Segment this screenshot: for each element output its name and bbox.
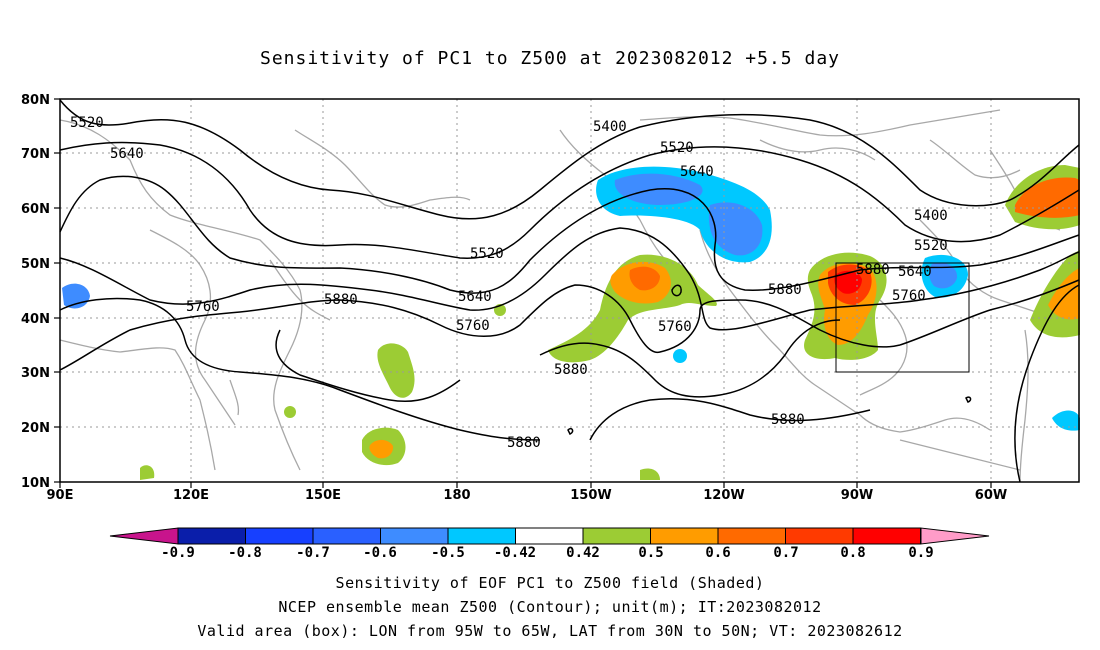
valid-area-box — [835, 262, 970, 373]
contour-label: 5640 — [898, 264, 932, 280]
colorbar-box — [717, 527, 786, 545]
colorbar-label: -0.5 — [431, 545, 465, 561]
map-frame-bg — [60, 99, 1079, 482]
contour-label: 5520 — [660, 140, 694, 156]
contour-label: 5880 — [771, 412, 805, 428]
contour-label: 5400 — [914, 208, 948, 224]
positive-area-south2 — [640, 468, 660, 480]
negative-core-west-canada — [708, 202, 763, 256]
y-tick-label: 60N — [21, 202, 50, 217]
x-tick-label: 90W — [841, 488, 873, 503]
x-tick-label: 150W — [570, 488, 611, 503]
x-tick-label: 120E — [173, 488, 209, 503]
caption-line-2: NCEP ensemble mean Z500 (Contour); unit(… — [278, 598, 822, 616]
colorbar-label: 0.9 — [908, 545, 933, 561]
colorbar-box — [177, 527, 246, 545]
contour-label: 5880 — [856, 262, 890, 278]
contour-label: 5880 — [768, 282, 802, 298]
colorbar-label: 0.6 — [705, 545, 730, 561]
tick-marks — [54, 98, 992, 488]
colorbar-box — [380, 527, 449, 545]
contour-label: 5760 — [186, 299, 220, 315]
caption-line-1: Sensitivity of EOF PC1 to Z500 field (Sh… — [335, 574, 765, 592]
x-tick-label: 150E — [305, 488, 341, 503]
y-tick-label: 10N — [21, 476, 50, 491]
colorbar-label: -0.9 — [161, 545, 195, 561]
positive-center-pacific — [629, 266, 660, 291]
colorbar-box — [650, 527, 719, 545]
map-frame-border — [59, 98, 1080, 483]
z500-contours — [59, 99, 1080, 483]
contour-label: 5640 — [680, 164, 714, 180]
negative-core-east — [929, 262, 958, 289]
colorbar-boxes — [177, 527, 921, 545]
x-tick-label: 90E — [47, 488, 74, 503]
colorbar-label: -0.8 — [228, 545, 262, 561]
colorbar-low-triangle — [109, 527, 179, 545]
contour-label: 5520 — [70, 115, 104, 131]
x-tick-label: 120W — [703, 488, 744, 503]
colorbar-label: -0.7 — [296, 545, 330, 561]
contour-labels: 5520 5640 5760 5880 5400 5520 5640 5520 … — [70, 115, 948, 451]
colorbar-box — [785, 527, 854, 545]
colorbar-label: -0.6 — [363, 545, 397, 561]
colorbar-high-triangle — [920, 527, 990, 545]
x-tick-label: 180 — [443, 488, 470, 503]
x-tick-label: 60W — [975, 488, 1007, 503]
positive-max-us — [834, 270, 862, 294]
positive-area-pacific — [548, 254, 717, 363]
contour-label: 5640 — [458, 289, 492, 305]
y-tick-labels: 10N 20N 30N 40N 50N 60N 70N 80N — [21, 93, 50, 491]
coastlines — [59, 109, 1061, 483]
positive-area-south3 — [140, 465, 155, 480]
grid — [60, 99, 1079, 482]
positive-area-hawaii — [377, 343, 415, 398]
colorbar-labels: -0.9 -0.8 -0.7 -0.6 -0.5 -0.42 0.42 0.5 … — [161, 545, 934, 561]
y-tick-label: 70N — [21, 147, 50, 162]
caption-line-3: Valid area (box): LON from 95W to 65W, L… — [197, 622, 903, 640]
colorbar-box — [245, 527, 314, 545]
contour-label: 5640 — [110, 146, 144, 162]
colorbar-label: 0.8 — [840, 545, 865, 561]
colorbar-label: 0.42 — [566, 545, 600, 561]
y-tick-label: 80N — [21, 93, 50, 108]
colorbar-box — [515, 527, 584, 545]
y-tick-label: 50N — [21, 257, 50, 272]
colorbar-box — [582, 527, 651, 545]
contour-label: 5880 — [507, 435, 541, 451]
negative-spot — [673, 349, 687, 363]
contour-label: 5520 — [914, 238, 948, 254]
positive-spot-1 — [284, 406, 296, 418]
contour-label: 5880 — [554, 362, 588, 378]
colorbar-label: -0.42 — [494, 545, 536, 561]
contour-label: 5760 — [892, 288, 926, 304]
contour-label: 5520 — [470, 246, 504, 262]
contour-label: 5880 — [324, 292, 358, 308]
positive-core-south — [369, 439, 394, 459]
x-tick-labels: 90E 120E 150E 180 150W 120W 90W 60W — [47, 488, 1008, 503]
contour-label: 5760 — [658, 319, 692, 335]
y-tick-label: 30N — [21, 366, 50, 381]
figure-title: Sensitivity of PC1 to Z500 at 2023082012… — [259, 48, 840, 69]
colorbar: -0.9 -0.8 -0.7 -0.6 -0.5 -0.42 0.42 0.5 … — [109, 527, 990, 561]
colorbar-box — [852, 527, 921, 545]
colorbar-box — [312, 527, 381, 545]
colorbar-label: 0.7 — [773, 545, 798, 561]
contour-label: 5760 — [456, 318, 490, 334]
y-tick-label: 40N — [21, 312, 50, 327]
colorbar-box — [447, 527, 516, 545]
contour-label: 5400 — [593, 119, 627, 135]
negative-area-atlantic — [1052, 410, 1080, 431]
colorbar-label: 0.5 — [638, 545, 663, 561]
y-tick-label: 20N — [21, 421, 50, 436]
